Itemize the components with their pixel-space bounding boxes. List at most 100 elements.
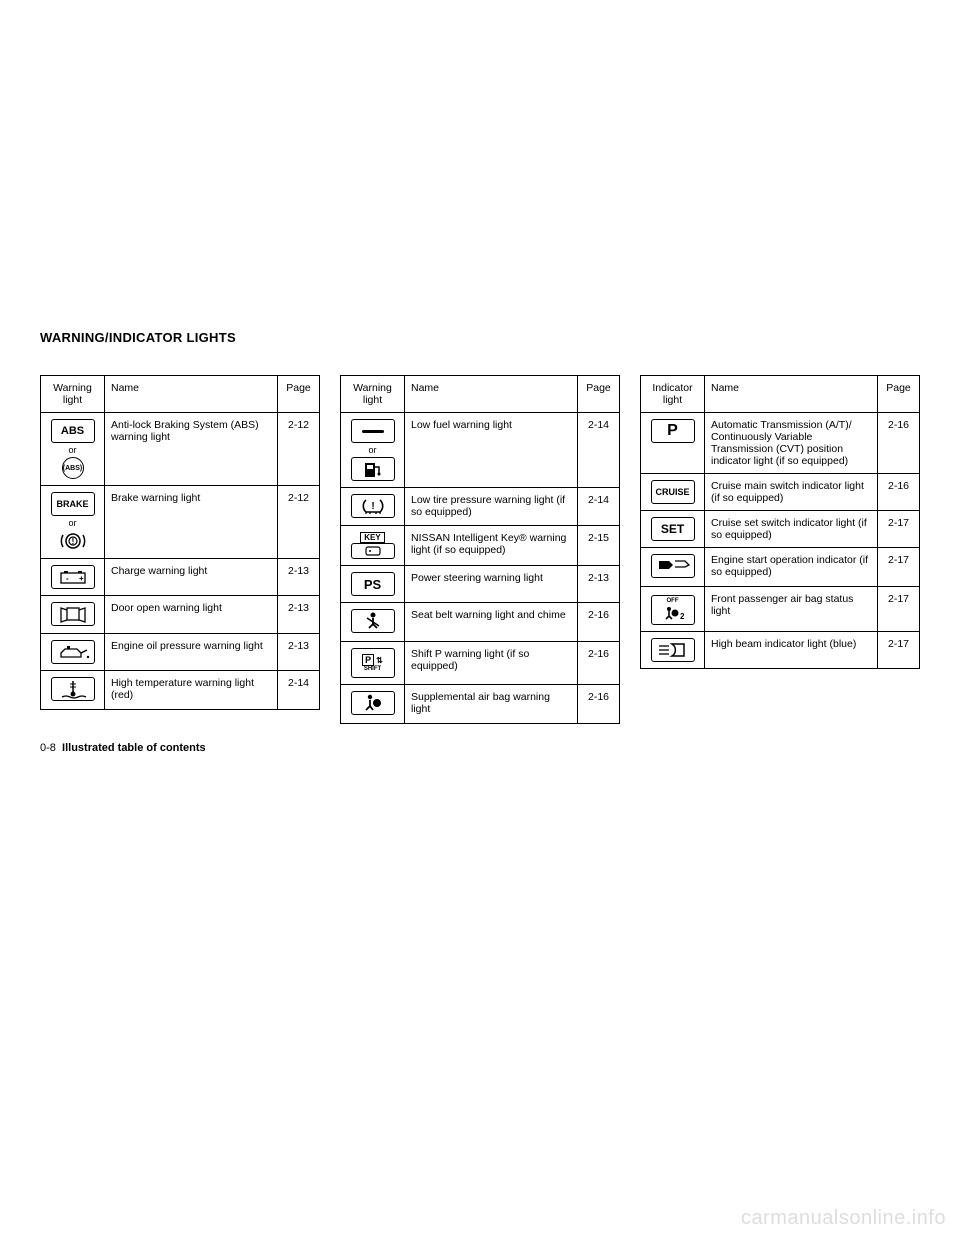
svg-text:!: ! xyxy=(371,501,374,512)
page-cell: 2-13 xyxy=(278,596,320,634)
table-row: or Low fuel warning light2-14 xyxy=(341,413,620,488)
col-header-page: Page xyxy=(578,376,620,413)
key-text-icon: KEY xyxy=(360,532,384,543)
table-row: PS Power steering warning light2-13 xyxy=(341,566,620,603)
table-row: High temperature warning light (red)2-14 xyxy=(41,671,320,710)
page-cell: 2-16 xyxy=(578,603,620,642)
tables-container: Warning light Name Page ABS or (ABS) Ant… xyxy=(40,375,920,724)
icon-cell: PS xyxy=(341,566,405,603)
page-cell: 2-16 xyxy=(878,413,920,474)
icon-cell: -+ xyxy=(41,559,105,596)
name-cell: Charge warning light xyxy=(105,559,278,596)
table-row: KEY NISSAN Intelligent Key® warning ligh… xyxy=(341,526,620,566)
col-header-page: Page xyxy=(878,376,920,413)
name-cell: Low tire pressure warning light (if so e… xyxy=(405,488,578,526)
indicator-lights-table: Indicator light Name Page PAutomatic Tra… xyxy=(640,375,920,669)
name-cell: Cruise main switch indicator light (if s… xyxy=(705,474,878,511)
footer-page-number: 0-8 xyxy=(40,742,56,754)
page-cell: 2-13 xyxy=(278,559,320,596)
name-cell: Power steering warning light xyxy=(405,566,578,603)
door-open-icon xyxy=(51,602,95,626)
section-heading: WARNING/INDICATOR LIGHTS xyxy=(40,330,920,345)
airbag-icon xyxy=(351,691,395,715)
shift-p-icon: P⇅ SHIFT xyxy=(351,648,395,678)
page-cell: 2-12 xyxy=(278,486,320,559)
icon-cell: CRUISE xyxy=(641,474,705,511)
svg-text:!: ! xyxy=(71,537,74,546)
icon-cell: ! xyxy=(341,488,405,526)
page-cell: 2-13 xyxy=(278,634,320,671)
watermark-text: carmanualsonline.info xyxy=(741,1207,946,1230)
abs-icon: ABS xyxy=(51,419,95,443)
icon-cell: KEY xyxy=(341,526,405,566)
page-cell: 2-16 xyxy=(878,474,920,511)
table-row: BRAKE or ! Brake warning light2-12 xyxy=(41,486,320,559)
icon-cell xyxy=(641,632,705,669)
table-row: Engine start operation indicator (if so … xyxy=(641,548,920,587)
oil-can-icon xyxy=(51,640,95,664)
name-cell: Engine start operation indicator (if so … xyxy=(705,548,878,587)
col-header-name: Name xyxy=(105,376,278,413)
footer-section-title: Illustrated table of contents xyxy=(62,742,206,754)
fuel-gauge-icon xyxy=(351,419,395,443)
tire-pressure-icon: ! xyxy=(351,494,395,518)
fuel-pump-icon xyxy=(351,457,395,481)
key-fob-icon xyxy=(351,543,395,559)
battery-icon: -+ xyxy=(51,565,95,589)
name-cell: Cruise set switch indicator light (if so… xyxy=(705,511,878,548)
icon-cell xyxy=(41,596,105,634)
page-cell: 2-17 xyxy=(878,587,920,632)
table-row: OFF 2 Front passenger air bag status lig… xyxy=(641,587,920,632)
icon-cell: or xyxy=(341,413,405,488)
seatbelt-icon xyxy=(351,609,395,633)
temperature-icon xyxy=(51,677,95,701)
high-beam-icon xyxy=(651,638,695,662)
engine-start-icon xyxy=(651,554,695,578)
table-row: Seat belt warning light and chime2-16 xyxy=(341,603,620,642)
page-cell: 2-16 xyxy=(578,642,620,685)
table-row: P⇅ SHIFT Shift P warning light (if so eq… xyxy=(341,642,620,685)
col-header-page: Page xyxy=(278,376,320,413)
page-cell: 2-12 xyxy=(278,413,320,486)
name-cell: Front passenger air bag status light xyxy=(705,587,878,632)
icon-cell xyxy=(641,548,705,587)
brake-icon: BRAKE xyxy=(51,492,95,516)
col-header-icon: Warning light xyxy=(41,376,105,413)
page-cell: 2-17 xyxy=(878,511,920,548)
table-row: ABS or (ABS) Anti-lock Braking System (A… xyxy=(41,413,320,486)
col-header-icon: Warning light xyxy=(341,376,405,413)
table-row: -+ Charge warning light2-13 xyxy=(41,559,320,596)
icon-cell xyxy=(341,603,405,642)
icon-cell xyxy=(41,671,105,710)
name-cell: Door open warning light xyxy=(105,596,278,634)
name-cell: Low fuel warning light xyxy=(405,413,578,488)
page-cell: 2-14 xyxy=(578,413,620,488)
name-cell: Automatic Transmission (A/T)/ Continuous… xyxy=(705,413,878,474)
icon-cell xyxy=(41,634,105,671)
page-footer: 0-8 Illustrated table of contents xyxy=(40,742,920,754)
table-row: Engine oil pressure warning light2-13 xyxy=(41,634,320,671)
table-row: SET Cruise set switch indicator light (if… xyxy=(641,511,920,548)
icon-cell: BRAKE or ! xyxy=(41,486,105,559)
or-label: or xyxy=(68,445,76,455)
name-cell: Seat belt warning light and chime xyxy=(405,603,578,642)
name-cell: NISSAN Intelligent Key® warning light (i… xyxy=(405,526,578,566)
col-header-icon: Indicator light xyxy=(641,376,705,413)
power-steering-icon: PS xyxy=(351,572,395,596)
table-row: ! Low tire pressure warning light (if so … xyxy=(341,488,620,526)
manual-page: WARNING/INDICATOR LIGHTS Warning light N… xyxy=(0,0,960,794)
icon-cell: P xyxy=(641,413,705,474)
col-header-name: Name xyxy=(405,376,578,413)
table-row: CRUISECruise main switch indicator light… xyxy=(641,474,920,511)
warning-lights-table-2: Warning light Name Page or Low fuel warn… xyxy=(340,375,620,724)
icon-cell: SET xyxy=(641,511,705,548)
or-label: or xyxy=(68,518,76,528)
page-cell: 2-16 xyxy=(578,685,620,724)
table-row: Supplemental air bag warning light2-16 xyxy=(341,685,620,724)
table-row: Door open warning light2-13 xyxy=(41,596,320,634)
page-cell: 2-14 xyxy=(578,488,620,526)
page-cell: 2-17 xyxy=(878,632,920,669)
page-cell: 2-13 xyxy=(578,566,620,603)
set-icon: SET xyxy=(651,517,695,541)
passenger-airbag-off-icon: OFF 2 xyxy=(651,595,695,625)
